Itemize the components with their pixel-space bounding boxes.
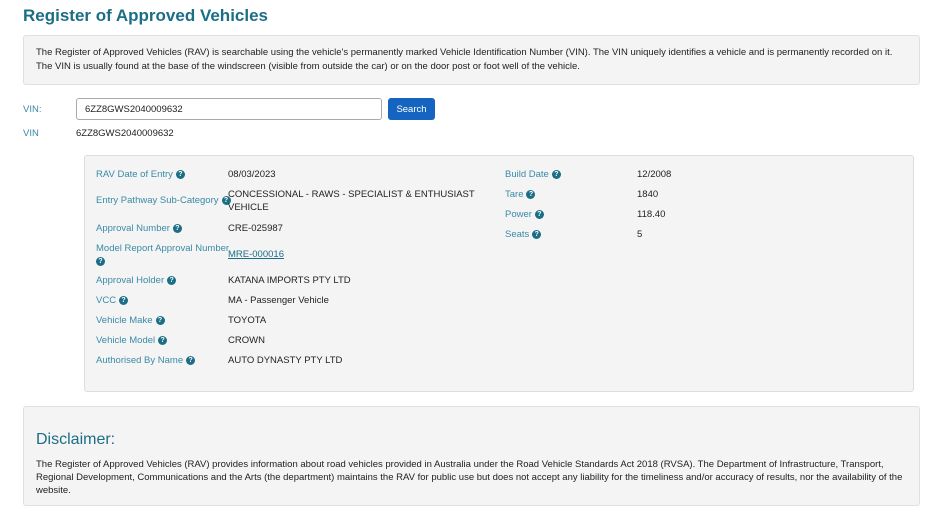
- field-label-text: Approval Holder: [96, 275, 165, 286]
- help-icon[interactable]: ?: [167, 275, 177, 285]
- field-label: Model Report Approval Number?: [96, 242, 231, 268]
- field-label: Tare?: [505, 188, 536, 201]
- field-label-text: Authorised By Name: [96, 355, 184, 366]
- field-value: 1840: [637, 189, 659, 200]
- help-icon[interactable]: ?: [532, 229, 542, 239]
- disclaimer-text: The Register of Approved Vehicles (RAV) …: [36, 459, 903, 496]
- help-icon[interactable]: ?: [534, 209, 544, 219]
- search-button[interactable]: Search: [388, 98, 435, 120]
- field-value: MA - Passenger Vehicle: [228, 295, 329, 306]
- field-label: VCC?: [96, 294, 129, 307]
- field-label: Authorised By Name?: [96, 354, 196, 367]
- help-icon[interactable]: ?: [158, 335, 168, 345]
- field-value: 5: [637, 229, 643, 240]
- field-label: Entry Pathway Sub-Category?: [96, 194, 231, 207]
- field-label: Approval Number?: [96, 222, 182, 235]
- disclaimer-heading: Disclaimer:: [36, 431, 116, 448]
- result-vin-value: 6ZZ8GWS2040009632: [76, 128, 174, 139]
- field-label-text: Build Date: [505, 169, 549, 180]
- help-icon[interactable]: ?: [551, 169, 561, 179]
- field-label-text: Seats: [505, 229, 530, 240]
- help-icon[interactable]: ?: [221, 195, 231, 205]
- result-vin-label: VIN: [23, 128, 39, 139]
- model-report-link[interactable]: MRE-000016: [228, 249, 284, 260]
- field-label-text: VCC: [96, 295, 117, 306]
- help-icon[interactable]: ?: [186, 355, 196, 365]
- field-label-text: Approval Number: [96, 223, 170, 234]
- field-label-text: Entry Pathway Sub-Category: [96, 195, 219, 206]
- field-label: Seats?: [505, 228, 542, 241]
- field-label-text: Vehicle Make: [96, 315, 153, 326]
- field-label: RAV Date of Entry?: [96, 168, 185, 181]
- help-icon[interactable]: ?: [175, 169, 185, 179]
- help-icon[interactable]: ?: [172, 223, 182, 233]
- field-label-text: Vehicle Model: [96, 335, 156, 346]
- help-icon[interactable]: ?: [155, 315, 165, 325]
- field-value: CONCESSIONAL - RAWS - SPECIALIST & ENTHU…: [228, 189, 475, 213]
- field-label: Vehicle Model?: [96, 334, 168, 347]
- field-label: Vehicle Make?: [96, 314, 165, 327]
- field-label-text: Power: [505, 209, 532, 220]
- field-label: Approval Holder?: [96, 274, 177, 287]
- field-value: CROWN: [228, 335, 265, 346]
- field-label-text: Model Report Approval Number: [96, 243, 230, 254]
- help-icon[interactable]: ?: [119, 295, 129, 305]
- help-icon[interactable]: ?: [526, 189, 536, 199]
- field-value: CRE-025987: [228, 223, 283, 234]
- vehicle-details-panel: RAV Date of Entry? 08/03/2023 Entry Pathwa…: [84, 155, 914, 392]
- field-value: KATANA IMPORTS PTY LTD: [228, 275, 351, 286]
- field-value: 12/2008: [637, 169, 672, 180]
- field-value: 08/03/2023: [228, 169, 276, 180]
- vin-label: VIN:: [23, 104, 42, 115]
- field-value: 118.40: [637, 209, 666, 220]
- help-icon[interactable]: ?: [96, 256, 105, 266]
- field-value: AUTO DYNASTY PTY LTD: [228, 355, 343, 366]
- field-value: TOYOTA: [228, 315, 267, 326]
- disclaimer-panel: Disclaimer: The Register of Approved Veh…: [23, 406, 920, 506]
- field-label-text: RAV Date of Entry: [96, 169, 173, 180]
- vin-input[interactable]: [76, 98, 382, 120]
- intro-text: The Register of Approved Vehicles (RAV) …: [23, 35, 920, 85]
- page-title: Register of Approved Vehicles: [23, 6, 268, 25]
- field-label: Build Date?: [505, 168, 561, 181]
- field-label-text: Tare: [505, 189, 524, 200]
- field-label: Power?: [505, 208, 544, 221]
